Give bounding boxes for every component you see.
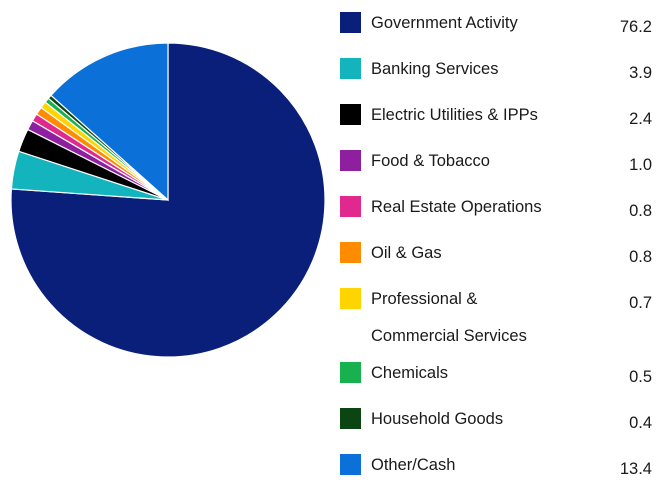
legend-label: Banking Services (371, 60, 499, 78)
legend-swatch (340, 12, 361, 33)
pie-chart (10, 42, 326, 358)
pie-slices (10, 42, 326, 358)
legend-swatch (340, 196, 361, 217)
legend-label: Other/Cash (371, 456, 456, 474)
legend-label: Professional & Commercial Services (371, 281, 591, 355)
legend-label: Food & Tobacco (371, 152, 490, 170)
pie-slice-9 (50, 42, 169, 202)
legend-label: Oil & Gas (371, 244, 442, 262)
legend-value: 0.8 (629, 202, 652, 220)
legend-label: Household Goods (371, 410, 504, 428)
legend-value: 0.7 (629, 294, 652, 312)
legend-value: 76.2 (619, 18, 652, 36)
pie-slice-0 (10, 42, 326, 358)
legend-label: Real Estate Operations (371, 198, 542, 216)
legend-label: Chemicals (371, 364, 449, 382)
legend-value: 0.5 (629, 368, 652, 386)
legend-swatch (340, 408, 361, 429)
legend-swatch (340, 454, 361, 475)
legend-value: 13.4 (619, 460, 652, 478)
legend-label: Government Activity (371, 14, 518, 32)
legend-label: Electric Utilities & IPPs (371, 106, 538, 124)
legend-swatch (340, 150, 361, 171)
legend-swatch (340, 362, 361, 383)
legend-label-line: Commercial Services (371, 327, 527, 345)
legend-label-line: Professional & (371, 290, 478, 308)
legend-swatch (340, 242, 361, 263)
legend-value: 0.8 (629, 248, 652, 266)
legend-value: 0.4 (629, 414, 652, 432)
legend-swatch (340, 104, 361, 125)
legend-swatch (340, 288, 361, 309)
legend-value: 1.0 (629, 156, 652, 174)
legend-value: 2.4 (629, 110, 652, 128)
legend-value: 3.9 (629, 64, 652, 82)
legend-swatch (340, 58, 361, 79)
